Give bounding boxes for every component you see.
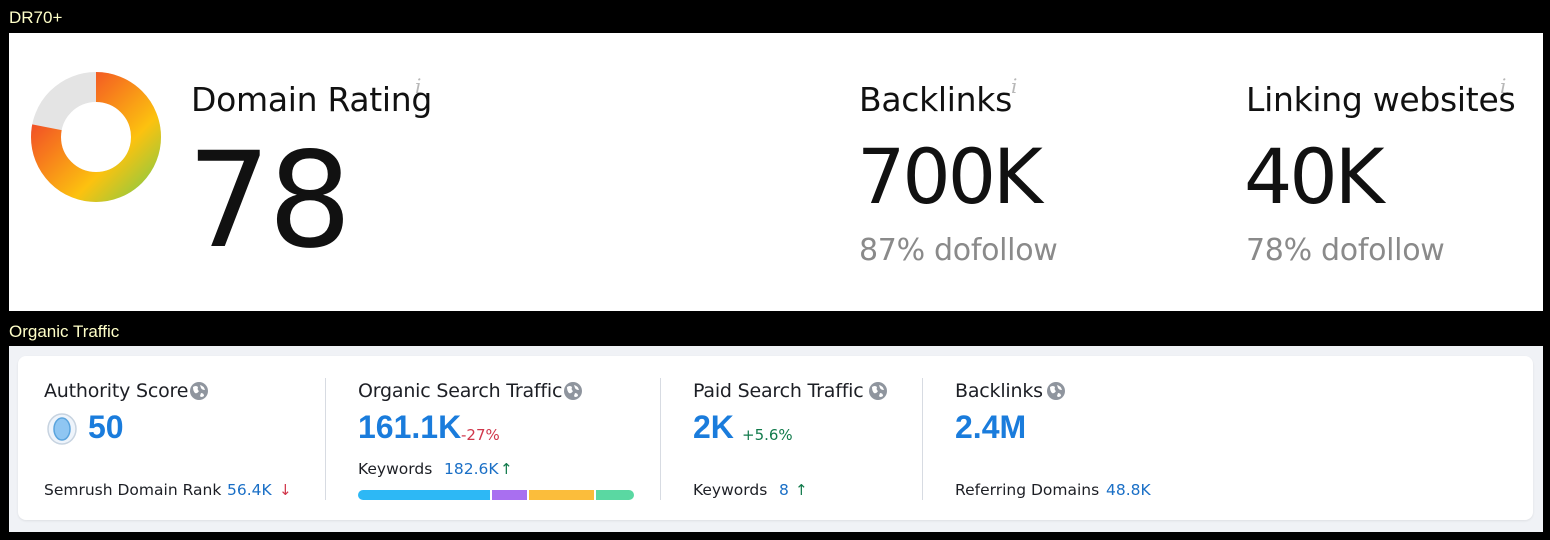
semrush-backlinks-title[interactable]: Backlinks — [955, 380, 1043, 402]
linking-websites-value: 40K — [1244, 132, 1385, 221]
globe-icon[interactable] — [1046, 381, 1066, 401]
linking-websites-title: Linking websites — [1246, 80, 1516, 119]
paid-keywords-value[interactable]: 8 — [779, 481, 789, 499]
arrow-up-icon: ↑ — [795, 481, 808, 499]
backlinks-dofollow: 87% dofollow — [859, 233, 1058, 268]
authority-score-title[interactable]: Authority Score — [44, 380, 189, 402]
divider — [325, 378, 326, 500]
semrush-backlinks-value[interactable]: 2.4M — [955, 409, 1027, 445]
organic-traffic-delta: -27% — [461, 426, 500, 444]
arrow-up-icon: ↑ — [500, 460, 513, 478]
domain-rating-value: 78 — [187, 124, 352, 278]
backlinks-title: Backlinks — [859, 80, 1012, 119]
linking-websites-info-icon[interactable]: i — [1500, 74, 1507, 98]
paid-traffic-delta: +5.6% — [742, 426, 793, 444]
backlinks-info-icon[interactable]: i — [1011, 74, 1018, 98]
keyword-distribution-segment[interactable] — [492, 490, 527, 500]
paid-keywords-label: Keywords — [693, 481, 768, 499]
referring-domains-label: Referring Domains — [955, 481, 1100, 499]
semrush-overview-panel: Authority Score 50 Semrush Domain Rank 5… — [9, 346, 1543, 532]
globe-icon[interactable] — [189, 381, 209, 401]
domain-rating-info-icon[interactable]: i — [415, 74, 422, 98]
semrush-domain-rank-label: Semrush Domain Rank — [44, 481, 222, 499]
ahrefs-overview-panel: Domain Rating i 78 Backlinks i 700K 87% … — [9, 33, 1543, 311]
authority-score-value[interactable]: 50 — [88, 409, 124, 445]
semrush-domain-rank-value[interactable]: 56.4K — [227, 481, 272, 499]
domain-rating-title: Domain Rating — [191, 80, 433, 119]
divider — [660, 378, 661, 500]
backlinks-value: 700K — [857, 132, 1043, 221]
arrow-down-icon: ↓ — [279, 481, 292, 499]
authority-score-icon — [47, 413, 77, 445]
keyword-distribution-segment[interactable] — [596, 490, 634, 500]
organic-search-traffic-value[interactable]: 161.1K — [358, 409, 462, 445]
domain-rating-gauge-icon — [31, 72, 161, 202]
organic-keywords-value[interactable]: 182.6K — [444, 460, 499, 478]
keyword-distribution-segment[interactable] — [529, 490, 594, 500]
divider — [922, 378, 923, 500]
globe-icon[interactable] — [563, 381, 583, 401]
keyword-distribution-bar[interactable] — [358, 490, 634, 500]
paid-search-traffic-value[interactable]: 2K — [693, 409, 734, 445]
organic-search-traffic-title[interactable]: Organic Search Traffic — [358, 380, 563, 402]
linking-websites-dofollow: 78% dofollow — [1246, 233, 1445, 268]
domain-rating-gauge-fill — [31, 72, 161, 202]
globe-icon[interactable] — [868, 381, 888, 401]
paid-search-traffic-title[interactable]: Paid Search Traffic — [693, 380, 864, 402]
organic-traffic-section-label: Organic Traffic — [9, 322, 120, 341]
dr-section-label: DR70+ — [9, 8, 63, 27]
keyword-distribution-segment[interactable] — [358, 490, 490, 500]
referring-domains-value[interactable]: 48.8K — [1106, 481, 1151, 499]
semrush-metrics-card: Authority Score 50 Semrush Domain Rank 5… — [18, 356, 1533, 520]
organic-keywords-label: Keywords — [358, 460, 433, 478]
